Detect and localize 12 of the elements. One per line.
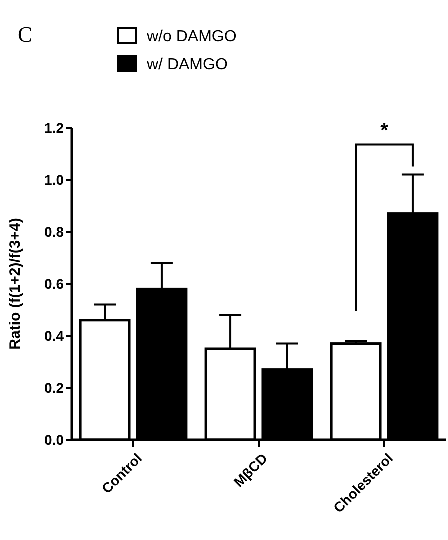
legend-label: w/ DAMGO — [146, 56, 228, 74]
legend-label: w/o DAMGO — [146, 28, 237, 46]
y-axis-title: Ratio (f(1+2)/f(3+4) — [7, 218, 24, 350]
y-tick-label: 1.2 — [44, 120, 64, 136]
y-tick-label: 0.8 — [44, 224, 64, 240]
y-tick-label: 0.4 — [44, 328, 64, 344]
y-tick-label: 1.0 — [44, 172, 64, 188]
y-tick-label: 0.6 — [44, 276, 64, 292]
y-tick-label: 0.0 — [44, 432, 64, 448]
chart-title: C — [18, 22, 33, 47]
y-tick-label: 0.2 — [44, 380, 64, 396]
annotation: * — [380, 120, 389, 142]
